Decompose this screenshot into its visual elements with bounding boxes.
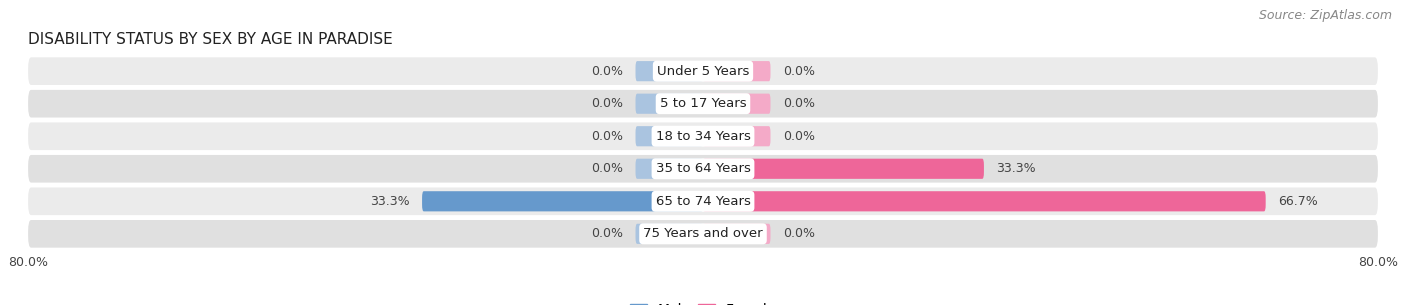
- Text: 65 to 74 Years: 65 to 74 Years: [655, 195, 751, 208]
- FancyBboxPatch shape: [703, 61, 770, 81]
- Text: Source: ZipAtlas.com: Source: ZipAtlas.com: [1258, 9, 1392, 22]
- FancyBboxPatch shape: [703, 224, 770, 244]
- Legend: Male, Female: Male, Female: [630, 303, 776, 305]
- FancyBboxPatch shape: [703, 126, 770, 146]
- Text: 33.3%: 33.3%: [370, 195, 409, 208]
- Text: 66.7%: 66.7%: [1278, 195, 1317, 208]
- Text: 0.0%: 0.0%: [591, 97, 623, 110]
- Text: 18 to 34 Years: 18 to 34 Years: [655, 130, 751, 143]
- Text: 5 to 17 Years: 5 to 17 Years: [659, 97, 747, 110]
- Text: 33.3%: 33.3%: [997, 162, 1036, 175]
- FancyBboxPatch shape: [703, 191, 1265, 211]
- Text: 0.0%: 0.0%: [783, 97, 815, 110]
- FancyBboxPatch shape: [703, 94, 770, 114]
- Text: 0.0%: 0.0%: [783, 130, 815, 143]
- FancyBboxPatch shape: [636, 159, 703, 179]
- Text: Under 5 Years: Under 5 Years: [657, 65, 749, 78]
- Text: 0.0%: 0.0%: [591, 65, 623, 78]
- FancyBboxPatch shape: [636, 224, 703, 244]
- Text: 0.0%: 0.0%: [591, 162, 623, 175]
- Text: 0.0%: 0.0%: [783, 227, 815, 240]
- FancyBboxPatch shape: [636, 126, 703, 146]
- FancyBboxPatch shape: [28, 57, 1378, 85]
- FancyBboxPatch shape: [28, 220, 1378, 248]
- FancyBboxPatch shape: [636, 61, 703, 81]
- FancyBboxPatch shape: [422, 191, 703, 211]
- FancyBboxPatch shape: [28, 90, 1378, 117]
- Text: 0.0%: 0.0%: [783, 65, 815, 78]
- Text: 35 to 64 Years: 35 to 64 Years: [655, 162, 751, 175]
- FancyBboxPatch shape: [28, 122, 1378, 150]
- FancyBboxPatch shape: [28, 155, 1378, 183]
- FancyBboxPatch shape: [703, 159, 984, 179]
- Text: DISABILITY STATUS BY SEX BY AGE IN PARADISE: DISABILITY STATUS BY SEX BY AGE IN PARAD…: [28, 32, 392, 47]
- Text: 0.0%: 0.0%: [591, 130, 623, 143]
- FancyBboxPatch shape: [28, 188, 1378, 215]
- Text: 0.0%: 0.0%: [591, 227, 623, 240]
- Text: 75 Years and over: 75 Years and over: [643, 227, 763, 240]
- FancyBboxPatch shape: [636, 94, 703, 114]
